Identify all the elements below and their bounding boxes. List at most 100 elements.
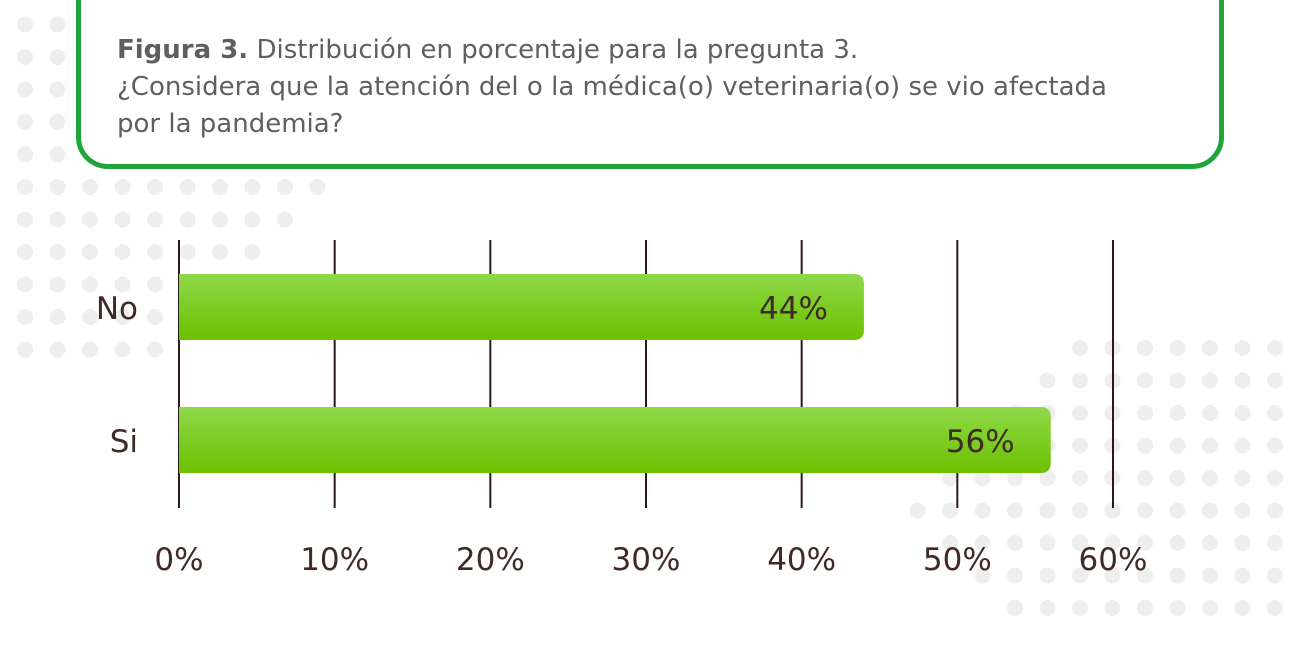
- pattern-dot: [1072, 437, 1088, 454]
- caption-line-2: ¿Considera que la atención del o la médi…: [117, 72, 1107, 102]
- pattern-dot: [1267, 470, 1283, 486]
- pattern-dot: [82, 276, 98, 293]
- pattern-dot: [1267, 600, 1283, 616]
- x-tick-label: 60%: [1079, 542, 1148, 578]
- pattern-dot: [147, 341, 163, 358]
- pattern-dot: [1169, 535, 1186, 551]
- pattern-dot: [1267, 535, 1283, 551]
- pattern-dot: [942, 470, 958, 486]
- pattern-dot: [974, 470, 991, 486]
- pattern-dot: [49, 16, 66, 33]
- pattern-dot: [17, 341, 33, 358]
- pattern-dot: [179, 211, 196, 228]
- pattern-dot: [82, 179, 98, 195]
- pattern-dot: [1169, 372, 1186, 389]
- pattern-dot: [1234, 600, 1251, 616]
- pattern-dot: [1072, 535, 1088, 551]
- pattern-dot: [1267, 502, 1283, 519]
- figure-label: Figura 3.: [117, 35, 249, 65]
- pattern-dot: [909, 502, 926, 519]
- pattern-dot: [1169, 470, 1186, 486]
- pattern-dot: [1234, 340, 1251, 356]
- x-tick-label: 20%: [456, 542, 525, 578]
- x-tick-label: 40%: [767, 542, 836, 578]
- pattern-dot: [1169, 567, 1186, 584]
- pattern-dot: [147, 179, 163, 195]
- pattern-dot: [244, 211, 261, 228]
- pattern-dot: [1234, 437, 1251, 454]
- pattern-dot: [1202, 470, 1218, 486]
- pattern-dot: [1202, 372, 1218, 389]
- pattern-dot: [1137, 535, 1153, 551]
- pattern-dot: [1039, 535, 1056, 551]
- pattern-dot: [1007, 535, 1023, 551]
- pattern-dot: [179, 179, 196, 195]
- pattern-dot: [179, 244, 196, 260]
- pattern-dot: [49, 309, 66, 325]
- pattern-dot: [17, 49, 33, 65]
- pattern-dot: [1234, 470, 1251, 486]
- pattern-dot: [1137, 470, 1153, 486]
- pattern-dot: [147, 309, 163, 325]
- pattern-dot: [17, 244, 33, 260]
- pattern-dot: [244, 179, 261, 195]
- pattern-dot: [17, 16, 33, 33]
- x-tick-label: 50%: [923, 542, 992, 578]
- pattern-dot: [1104, 535, 1121, 551]
- x-tick-label: 10%: [300, 542, 369, 578]
- caption-title: Distribución en porcentaje para la pregu…: [248, 35, 859, 65]
- caption-line-1: Figura 3. Distribución en porcentaje par…: [117, 32, 1217, 69]
- bar-no: [179, 274, 864, 340]
- pattern-dot: [974, 502, 991, 519]
- pattern-dot: [1007, 502, 1023, 519]
- pattern-dot: [1039, 372, 1056, 389]
- data-label-no: 44%: [759, 291, 828, 327]
- pattern-dot: [1007, 600, 1023, 616]
- pattern-dot: [114, 244, 131, 260]
- pattern-dot: [49, 114, 66, 130]
- pattern-dot: [1169, 405, 1186, 421]
- pattern-dot: [1137, 372, 1153, 389]
- pattern-dot: [1137, 340, 1153, 356]
- pattern-dot: [1072, 470, 1088, 486]
- pattern-dot: [212, 211, 228, 228]
- caption-frame: [76, 0, 1224, 169]
- pattern-dot: [1267, 437, 1283, 454]
- pattern-dot: [49, 211, 66, 228]
- pattern-dot: [114, 179, 131, 195]
- pattern-dot: [17, 114, 33, 130]
- pattern-dot: [1202, 437, 1218, 454]
- pattern-dot: [17, 146, 33, 163]
- pattern-dot: [1137, 437, 1153, 454]
- x-tick-label: 0%: [154, 542, 203, 578]
- pattern-dot: [1072, 340, 1088, 356]
- pattern-dot: [1072, 600, 1088, 616]
- pattern-dot: [49, 276, 66, 293]
- pattern-dot: [82, 211, 98, 228]
- pattern-dot: [1007, 470, 1023, 486]
- pattern-dot: [147, 211, 163, 228]
- pattern-dot: [114, 341, 131, 358]
- pattern-dot: [1234, 405, 1251, 421]
- pattern-dot: [1072, 405, 1088, 421]
- pattern-dot: [1072, 372, 1088, 389]
- pattern-dot: [1202, 502, 1218, 519]
- pattern-dot: [1234, 372, 1251, 389]
- pattern-dot: [1104, 600, 1121, 616]
- pattern-dot: [17, 309, 33, 325]
- pattern-dot: [1137, 567, 1153, 584]
- pattern-dot: [1169, 340, 1186, 356]
- data-label-si: 56%: [946, 424, 1015, 460]
- bars: [179, 274, 1051, 473]
- pattern-dot: [942, 502, 958, 519]
- pattern-dot: [114, 309, 131, 325]
- pattern-dot: [1202, 405, 1218, 421]
- pattern-dot: [49, 49, 66, 65]
- pattern-dot: [82, 309, 98, 325]
- pattern-dot: [212, 244, 228, 260]
- pattern-dot: [277, 211, 293, 228]
- pattern-dot: [147, 276, 163, 293]
- pattern-dot: [49, 81, 66, 98]
- pattern-dot: [17, 211, 33, 228]
